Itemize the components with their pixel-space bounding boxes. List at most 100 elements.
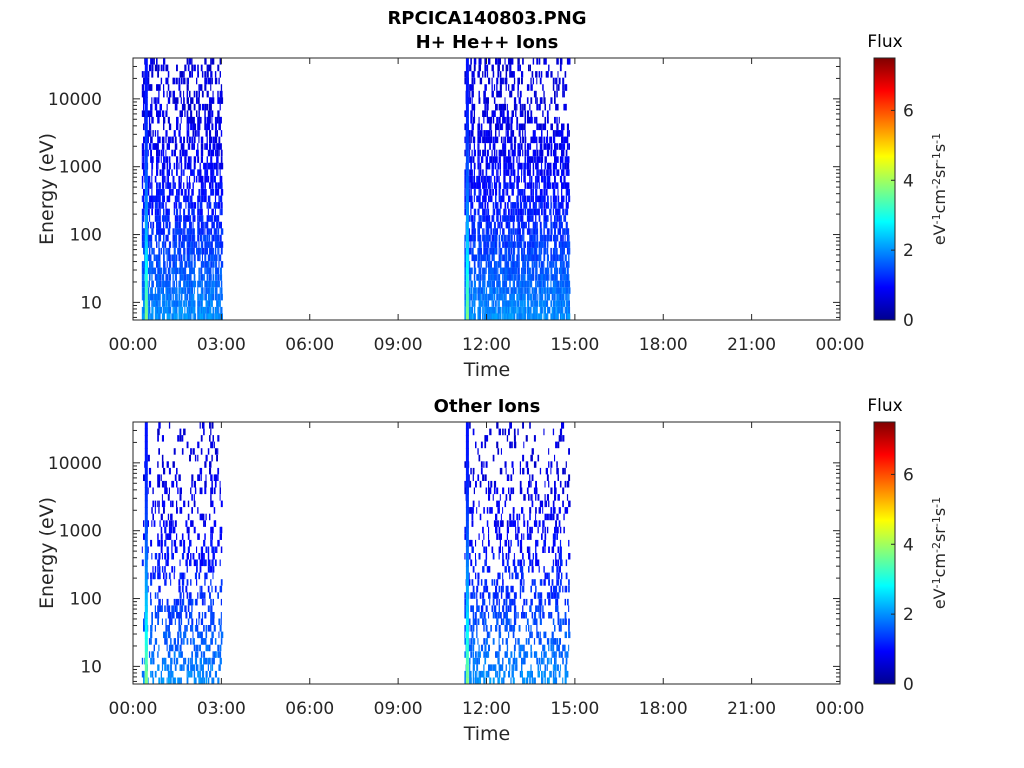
flux-cell: [163, 572, 165, 580]
colorbar: [873, 57, 896, 321]
flux-cell: [190, 195, 192, 203]
flux-cell: [180, 313, 183, 320]
flux-cell: [483, 130, 485, 137]
flux-cell: [219, 169, 221, 176]
flux-cell: [502, 293, 504, 301]
flux-cell: [533, 612, 537, 619]
flux-cell: [556, 592, 559, 599]
flux-cell: [212, 149, 215, 157]
flux-cell: [495, 651, 498, 658]
flux-cell: [464, 480, 466, 488]
flux-cell: [556, 287, 558, 294]
flux-cell: [207, 664, 209, 671]
flux-cell: [471, 546, 474, 553]
flux-cell: [546, 215, 549, 222]
flux-cell: [192, 169, 195, 176]
flux-cell: [212, 677, 215, 684]
flux-cell: [214, 202, 218, 209]
flux-cell: [485, 546, 488, 553]
flux-cell: [470, 162, 472, 170]
flux-cell: [546, 274, 549, 281]
flux-cell: [473, 77, 476, 85]
flux-cell: [496, 651, 498, 658]
flux-cell: [165, 487, 168, 495]
flux-cell: [216, 280, 218, 288]
flux-cell: [209, 143, 212, 150]
flux-cell: [542, 195, 544, 203]
flux-cell: [479, 313, 481, 320]
flux-cell: [147, 221, 149, 229]
flux-cell: [220, 631, 224, 639]
flux-cell: [150, 631, 153, 639]
flux-cell: [482, 592, 485, 599]
flux-cell: [482, 202, 484, 209]
flux-cell: [464, 169, 466, 176]
flux-cell: [157, 208, 159, 216]
flux-cell: [533, 261, 536, 268]
flux-cell: [496, 215, 498, 222]
flux-cell: [159, 553, 161, 560]
flux-cell: [189, 267, 191, 275]
flux-cell: [483, 110, 485, 117]
flux-cell: [548, 644, 550, 652]
flux-cell: [161, 195, 163, 203]
flux-cell: [550, 221, 553, 229]
flux-cell: [193, 228, 195, 235]
flux-cell: [554, 274, 556, 281]
flux-cell: [492, 90, 494, 98]
flux-cell: [564, 208, 566, 216]
flux-cell: [543, 234, 546, 242]
flux-cell: [179, 598, 182, 606]
flux-cell: [484, 435, 487, 442]
flux-cell: [190, 162, 192, 170]
flux-cell: [205, 644, 208, 652]
flux-cell: [193, 241, 196, 248]
flux-cell: [502, 215, 504, 222]
flux-cell: [163, 136, 165, 144]
unit-exponent: -1: [930, 152, 943, 163]
flux-cell: [203, 162, 205, 170]
flux-cell: [143, 300, 145, 307]
flux-cell: [519, 546, 523, 553]
flux-cell: [179, 605, 181, 612]
flux-cell: [559, 202, 563, 209]
flux-cell: [485, 97, 488, 104]
flux-cell: [479, 189, 482, 196]
flux-cell: [557, 156, 559, 163]
flux-cell: [141, 221, 144, 229]
flux-cell: [519, 287, 522, 294]
flux-cell: [521, 162, 523, 170]
flux-cell: [219, 123, 221, 131]
flux-cell: [491, 293, 494, 301]
flux-cell: [555, 221, 558, 229]
flux-cell: [557, 71, 559, 78]
flux-cell: [488, 58, 490, 65]
flux-cell: [556, 156, 558, 163]
flux-cell: [484, 657, 487, 665]
flux-streak: [144, 123, 148, 131]
flux-cell: [510, 169, 512, 176]
flux-cell: [556, 90, 558, 98]
flux-cell: [464, 280, 466, 288]
flux-cell: [503, 228, 505, 235]
flux-cell: [558, 77, 561, 85]
flux-cell: [564, 651, 566, 658]
flux-cell: [471, 221, 474, 229]
flux-cell: [186, 441, 189, 449]
flux-cell: [517, 280, 520, 288]
flux-cell: [148, 234, 151, 242]
flux-cell: [201, 638, 204, 645]
flux-cell: [214, 254, 217, 262]
flux-streak: [465, 116, 469, 124]
flux-cell: [546, 130, 548, 137]
flux-streak: [465, 143, 469, 151]
flux-cell: [498, 287, 500, 294]
flux-cell: [509, 162, 511, 170]
flux-cell: [554, 156, 557, 163]
flux-cell: [177, 677, 180, 684]
flux-cell: [158, 195, 161, 203]
flux-cell: [538, 638, 541, 645]
flux-cell: [479, 215, 482, 222]
flux-cell: [198, 631, 200, 639]
flux-cell: [219, 195, 222, 203]
